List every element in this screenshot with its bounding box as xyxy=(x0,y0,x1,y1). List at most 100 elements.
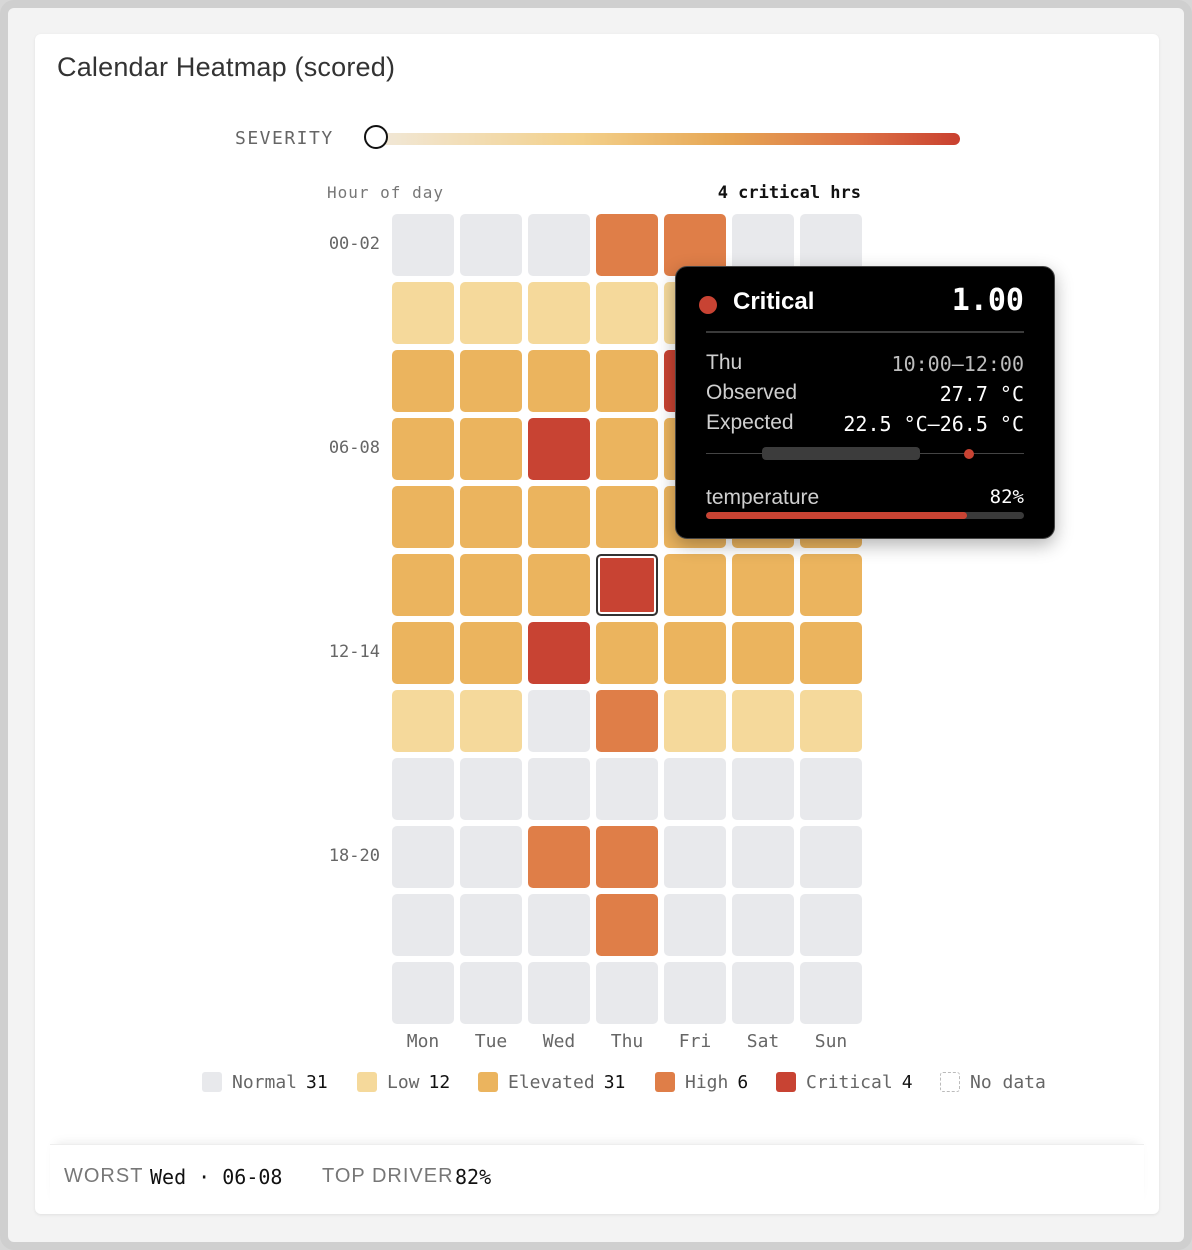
legend-count: 31 xyxy=(306,1071,328,1093)
heatmap-cell-thu-04-06[interactable] xyxy=(596,350,658,412)
heatmap-cell-fri-16-18[interactable] xyxy=(664,758,726,820)
heatmap-cell-mon-04-06[interactable] xyxy=(392,350,454,412)
heatmap-cell-thu-20-22[interactable] xyxy=(596,894,658,956)
legend-swatch-low xyxy=(357,1072,377,1092)
heatmap-cell-sat-18-20[interactable] xyxy=(732,826,794,888)
heatmap-cell-sat-14-16[interactable] xyxy=(732,690,794,752)
heatmap-cell-wed-22-24[interactable] xyxy=(528,962,590,1024)
heatmap-cell-fri-10-12[interactable] xyxy=(664,554,726,616)
heatmap-cell-thu-08-10[interactable] xyxy=(596,486,658,548)
legend-item-high[interactable]: High 6 xyxy=(655,1069,748,1095)
heatmap-cell-sun-18-20[interactable] xyxy=(800,826,862,888)
heatmap-cell-tue-02-04[interactable] xyxy=(460,282,522,344)
heatmap-cell-fri-20-22[interactable] xyxy=(664,894,726,956)
tooltip-time: 10:00–12:00 xyxy=(891,352,1024,376)
heatmap-cell-sun-00-02[interactable] xyxy=(800,214,862,276)
tooltip-driver-label: temperature xyxy=(706,486,820,509)
heatmap-cell-sun-16-18[interactable] xyxy=(800,758,862,820)
legend-item-critical[interactable]: Critical 4 xyxy=(776,1069,913,1095)
heatmap-cell-mon-16-18[interactable] xyxy=(392,758,454,820)
heatmap-cell-fri-14-16[interactable] xyxy=(664,690,726,752)
tooltip-divider xyxy=(706,331,1024,333)
legend-item-low[interactable]: Low 12 xyxy=(357,1069,450,1095)
heatmap-cell-wed-08-10[interactable] xyxy=(528,486,590,548)
heatmap-cell-thu-12-14[interactable] xyxy=(596,622,658,684)
heatmap-cell-wed-14-16[interactable] xyxy=(528,690,590,752)
heatmap-cell-mon-08-10[interactable] xyxy=(392,486,454,548)
heatmap-cell-thu-10-12[interactable] xyxy=(596,554,658,616)
heatmap-cell-tue-10-12[interactable] xyxy=(460,554,522,616)
heatmap-cell-sun-20-22[interactable] xyxy=(800,894,862,956)
heatmap-cell-wed-04-06[interactable] xyxy=(528,350,590,412)
heatmap-cell-wed-18-20[interactable] xyxy=(528,826,590,888)
heatmap-cell-tue-06-08[interactable] xyxy=(460,418,522,480)
heatmap-cell-thu-06-08[interactable] xyxy=(596,418,658,480)
legend-count: 31 xyxy=(603,1071,626,1093)
heatmap-cell-mon-22-24[interactable] xyxy=(392,962,454,1024)
legend-item-nodata[interactable]: No data xyxy=(940,1069,1055,1095)
heatmap-cell-tue-08-10[interactable] xyxy=(460,486,522,548)
heatmap-cell-sun-22-24[interactable] xyxy=(800,962,862,1024)
heatmap-cell-sat-22-24[interactable] xyxy=(732,962,794,1024)
y-tick-label: 18-20 xyxy=(328,846,380,866)
heatmap-cell-mon-00-02[interactable] xyxy=(392,214,454,276)
severity-slider-track[interactable] xyxy=(378,133,960,145)
heatmap-cell-tue-04-06[interactable] xyxy=(460,350,522,412)
heatmap-cell-sat-12-14[interactable] xyxy=(732,622,794,684)
tooltip-score: 1.00 xyxy=(951,283,1024,318)
heatmap-cell-mon-06-08[interactable] xyxy=(392,418,454,480)
tooltip-observed-value: 27.7 °C xyxy=(939,382,1024,406)
legend-item-elevated[interactable]: Elevated 31 xyxy=(478,1069,625,1095)
heatmap-cell-tue-22-24[interactable] xyxy=(460,962,522,1024)
heatmap-cell-fri-00-02[interactable] xyxy=(664,214,726,276)
legend-label: No data xyxy=(970,1071,1046,1093)
heatmap-cell-sat-00-02[interactable] xyxy=(732,214,794,276)
heatmap-cell-sun-12-14[interactable] xyxy=(800,622,862,684)
heatmap-cell-thu-22-24[interactable] xyxy=(596,962,658,1024)
tooltip-observed-label: Observed xyxy=(706,381,798,404)
heatmap-cell-mon-20-22[interactable] xyxy=(392,894,454,956)
heatmap-cell-wed-00-02[interactable] xyxy=(528,214,590,276)
severity-slider-thumb[interactable] xyxy=(364,125,388,149)
heatmap-cell-thu-00-02[interactable] xyxy=(596,214,658,276)
heatmap-cell-sun-10-12[interactable] xyxy=(800,554,862,616)
heatmap-cell-wed-20-22[interactable] xyxy=(528,894,590,956)
x-tick-label-sat: Sat xyxy=(746,1031,780,1052)
heatmap-cell-thu-16-18[interactable] xyxy=(596,758,658,820)
heatmap-cell-tue-20-22[interactable] xyxy=(460,894,522,956)
heatmap-cell-mon-10-12[interactable] xyxy=(392,554,454,616)
heatmap-cell-thu-14-16[interactable] xyxy=(596,690,658,752)
x-tick-label-tue: Tue xyxy=(474,1031,508,1052)
heatmap-cell-tue-00-02[interactable] xyxy=(460,214,522,276)
tooltip-day: Thu xyxy=(706,351,743,374)
heatmap-cell-thu-18-20[interactable] xyxy=(596,826,658,888)
heatmap-cell-tue-14-16[interactable] xyxy=(460,690,522,752)
heatmap-cell-wed-02-04[interactable] xyxy=(528,282,590,344)
heatmap-cell-fri-12-14[interactable] xyxy=(664,622,726,684)
heatmap-cell-sat-20-22[interactable] xyxy=(732,894,794,956)
legend-label: Low xyxy=(387,1071,420,1093)
heatmap-cell-sun-14-16[interactable] xyxy=(800,690,862,752)
heatmap-cell-mon-12-14[interactable] xyxy=(392,622,454,684)
x-tick-label-sun: Sun xyxy=(814,1031,848,1052)
heatmap-cell-mon-18-20[interactable] xyxy=(392,826,454,888)
heatmap-cell-wed-12-14[interactable] xyxy=(528,622,590,684)
legend-item-normal[interactable]: Normal 31 xyxy=(202,1069,328,1095)
heatmap-cell-mon-02-04[interactable] xyxy=(392,282,454,344)
worst-label: WORST xyxy=(64,1165,144,1187)
y-tick-label: 06-08 xyxy=(328,438,380,458)
heatmap-cell-tue-16-18[interactable] xyxy=(460,758,522,820)
heatmap-cell-fri-18-20[interactable] xyxy=(664,826,726,888)
heatmap-cell-mon-14-16[interactable] xyxy=(392,690,454,752)
heatmap-cell-tue-12-14[interactable] xyxy=(460,622,522,684)
heatmap-cell-thu-02-04[interactable] xyxy=(596,282,658,344)
heatmap-cell-sat-16-18[interactable] xyxy=(732,758,794,820)
heatmap-cell-fri-22-24[interactable] xyxy=(664,962,726,1024)
top-driver-label: TOP DRIVER xyxy=(322,1165,454,1187)
heatmap-cell-wed-16-18[interactable] xyxy=(528,758,590,820)
heatmap-cell-sat-10-12[interactable] xyxy=(732,554,794,616)
x-tick-label-thu: Thu xyxy=(610,1031,644,1052)
heatmap-cell-tue-18-20[interactable] xyxy=(460,826,522,888)
heatmap-cell-wed-06-08[interactable] xyxy=(528,418,590,480)
heatmap-cell-wed-10-12[interactable] xyxy=(528,554,590,616)
